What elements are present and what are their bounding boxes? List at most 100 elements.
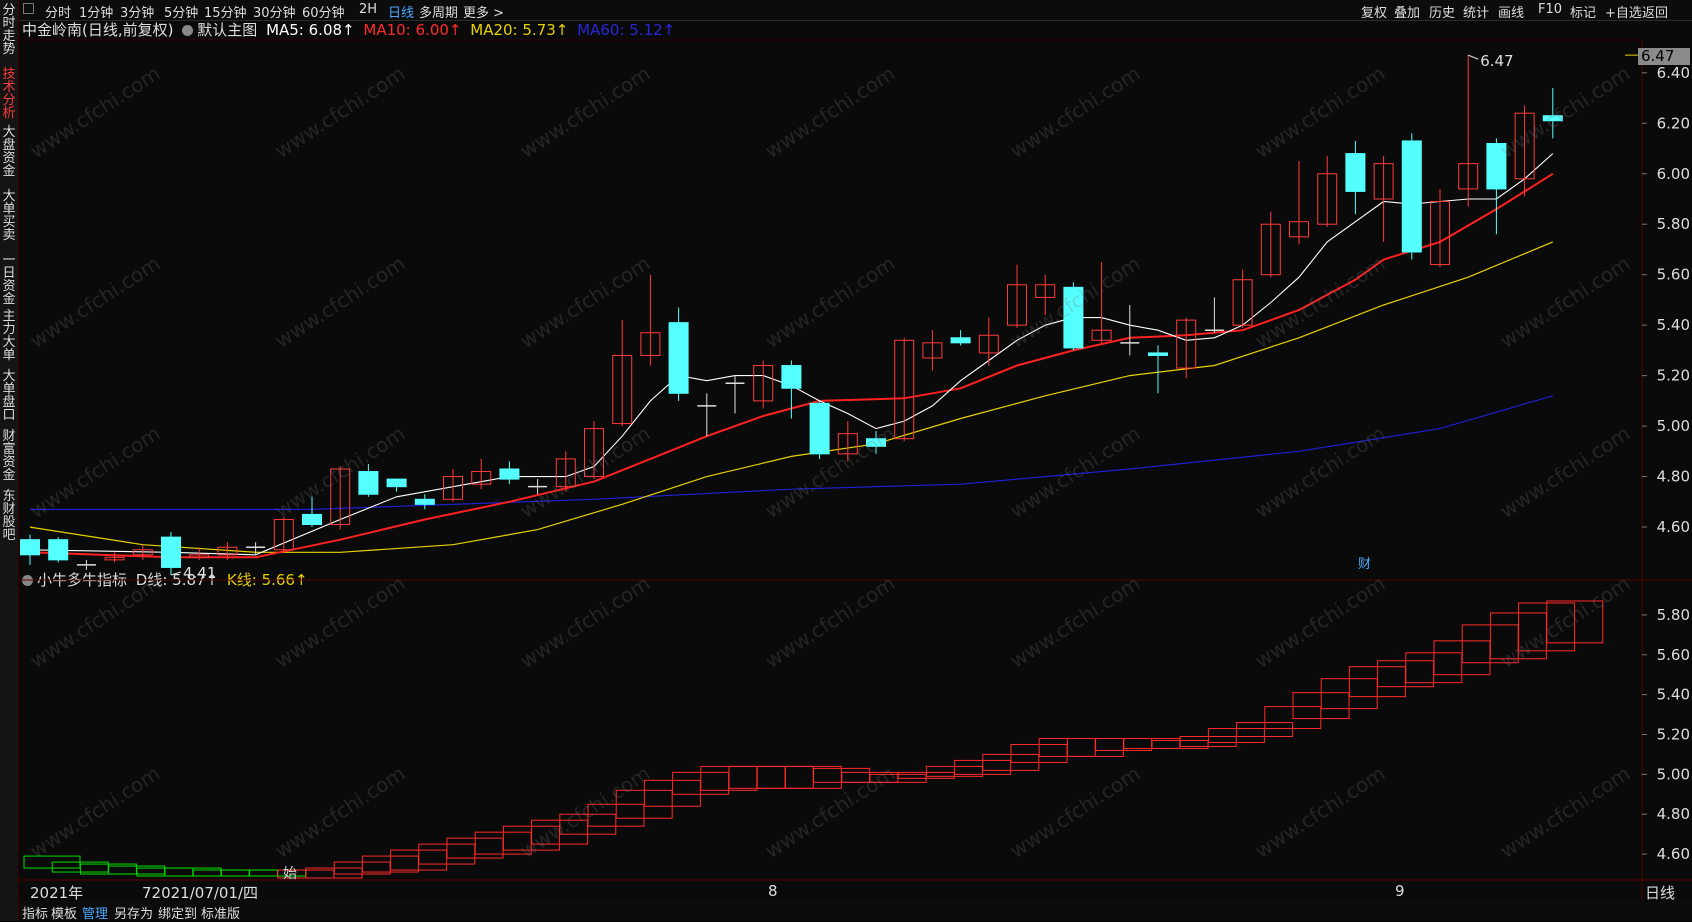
period-tab-7[interactable]: 2H xyxy=(359,2,378,17)
period-label[interactable]: 日线 xyxy=(1645,884,1676,902)
main-chart-legend: 中金岭南(日线,前复权) 默认主图 MA5: 6.08↑ MA10: 6.00↑… xyxy=(22,19,679,40)
candle-down xyxy=(781,365,802,389)
period-tab-2[interactable]: 3分钟 xyxy=(120,6,155,21)
candle-down xyxy=(1486,142,1507,190)
bottom-tab-1[interactable]: 模板 xyxy=(51,907,78,922)
candle-up xyxy=(1232,279,1253,326)
candle-up xyxy=(555,458,576,488)
sidebar-item-7[interactable]: 财富资金 xyxy=(2,429,16,483)
candle-up xyxy=(1430,201,1450,266)
main-y-tick-label: 6.00 xyxy=(1657,165,1690,183)
candle-up xyxy=(132,549,153,556)
candle-up xyxy=(273,518,294,551)
main-y-tick-label: 6.20 xyxy=(1657,114,1690,132)
bottom-tab-bar: 指标 模板 管理 另存为 绑定到 标准版 xyxy=(19,901,1692,922)
low-pointer xyxy=(170,571,182,576)
candle-up xyxy=(1091,329,1112,341)
period-tab-9[interactable]: 多周期 xyxy=(419,6,459,21)
toolbar-button-1[interactable]: 叠加 xyxy=(1394,6,1421,21)
toolbar-button-5[interactable]: F10 xyxy=(1538,2,1563,17)
candle-down xyxy=(1401,140,1422,253)
candle-up xyxy=(1007,284,1027,326)
toolbar-button-0[interactable]: 复权 xyxy=(1361,6,1388,21)
period-tab-4[interactable]: 15分钟 xyxy=(204,6,247,21)
candle-up xyxy=(1514,112,1535,180)
candle-up xyxy=(978,334,999,354)
candle-down xyxy=(866,438,886,447)
template-name[interactable]: 默认主图 xyxy=(197,21,258,39)
candle-down xyxy=(48,539,69,561)
bottom-tab-0[interactable]: 指标 xyxy=(22,907,49,922)
main-y-tick-label: 5.40 xyxy=(1657,316,1690,334)
sidebar-item-2[interactable]: 大盘资金 xyxy=(2,125,16,179)
ma60-line xyxy=(30,395,1553,510)
candle-up xyxy=(189,554,210,558)
toolbar-button-2[interactable]: 历史 xyxy=(1429,6,1456,21)
candle-down xyxy=(1148,352,1168,356)
sidebar-item-4[interactable]: 一日资金 xyxy=(2,253,16,307)
candle-down xyxy=(386,478,407,488)
sidebar-item-0[interactable]: 分时走势 xyxy=(2,3,16,57)
bottom-tab-5[interactable]: 标准版 xyxy=(201,907,241,922)
sidebar-item-6[interactable]: 大单盘口 xyxy=(2,369,16,423)
sidebar-item-8[interactable]: 东财股吧 xyxy=(2,489,16,543)
candle-down xyxy=(358,471,379,495)
high-pointer xyxy=(1468,54,1479,60)
candle-down xyxy=(809,402,830,455)
candle-up xyxy=(753,365,774,402)
ma10-line xyxy=(29,172,1554,559)
legend-settings-icon[interactable] xyxy=(182,25,194,36)
candle-up xyxy=(330,468,351,526)
period-toolbar: 分时 1分钟 3分钟 5分钟 15分钟 30分钟 60分钟 2H 日线 多周期 更多 > 复权 叠加历… xyxy=(19,0,1692,21)
candle-up xyxy=(1260,223,1281,276)
candle-down xyxy=(1542,115,1563,122)
toolbar-button-8[interactable]: 返回 xyxy=(1642,6,1669,21)
period-tab-0[interactable]: 分时 xyxy=(45,6,72,21)
main-y-tick-label: 5.00 xyxy=(1657,417,1690,435)
candle-up xyxy=(1373,163,1394,200)
candle-up xyxy=(1035,284,1056,298)
candle-up xyxy=(443,476,463,500)
toolbar-button-7[interactable]: +自选 xyxy=(1605,6,1642,21)
main-y-tick-label: 4.60 xyxy=(1657,518,1690,536)
candle-up xyxy=(612,354,633,425)
candle-up xyxy=(837,433,858,455)
candle-up xyxy=(584,428,604,478)
toolbar-button-3[interactable]: 统计 xyxy=(1463,6,1490,21)
candle-down xyxy=(950,337,971,344)
candle-down xyxy=(1063,286,1084,349)
period-tab-8[interactable]: 日线 xyxy=(388,6,415,21)
left-sidebar: 分时走势技术分析大盘资金大单买卖一日资金主力大单大单盘口财富资金东财股吧 xyxy=(0,0,19,921)
candle-down xyxy=(414,498,435,505)
candle-up xyxy=(1458,163,1479,190)
toolbar-button-6[interactable]: 标记 xyxy=(1570,6,1597,21)
main-y-tick-label: 5.80 xyxy=(1657,215,1690,233)
candle-up xyxy=(922,342,943,359)
toolbar-button-4[interactable]: 画线 xyxy=(1498,6,1525,21)
candle-up xyxy=(471,471,492,485)
collapse-icon[interactable] xyxy=(23,3,34,14)
x-label-month-9: 9 xyxy=(1395,882,1405,900)
sub-y-tick-label: 5.00 xyxy=(1657,765,1690,783)
bottom-tab-3[interactable]: 另存为 xyxy=(114,907,154,922)
ma20-line xyxy=(29,241,1554,553)
sidebar-item-3[interactable]: 大单买卖 xyxy=(2,189,16,243)
bottom-tab-2[interactable]: 管理 xyxy=(82,907,109,922)
sub-y-tick-label: 5.20 xyxy=(1657,726,1690,744)
bottom-tab-4[interactable]: 绑定到 xyxy=(158,907,198,922)
current-price-badge: 6.47 xyxy=(1638,48,1690,65)
sidebar-item-5[interactable]: 主力大单 xyxy=(2,309,16,363)
period-tab-10[interactable]: 更多 > xyxy=(463,6,505,21)
period-tab-1[interactable]: 1分钟 xyxy=(79,6,114,21)
main-y-tick-label: 6.40 xyxy=(1657,64,1690,82)
sub-y-tick-label: 5.40 xyxy=(1657,686,1690,704)
sub-y-tick-label: 5.60 xyxy=(1657,646,1690,664)
candle-up xyxy=(104,556,125,561)
period-tab-5[interactable]: 30分钟 xyxy=(253,6,296,21)
period-tab-6[interactable]: 60分钟 xyxy=(302,6,345,21)
period-tab-3[interactable]: 5分钟 xyxy=(164,6,199,21)
candle-down xyxy=(1345,153,1366,192)
sidebar-item-1[interactable]: 技术分析 xyxy=(2,67,16,121)
candle-up xyxy=(640,332,661,356)
